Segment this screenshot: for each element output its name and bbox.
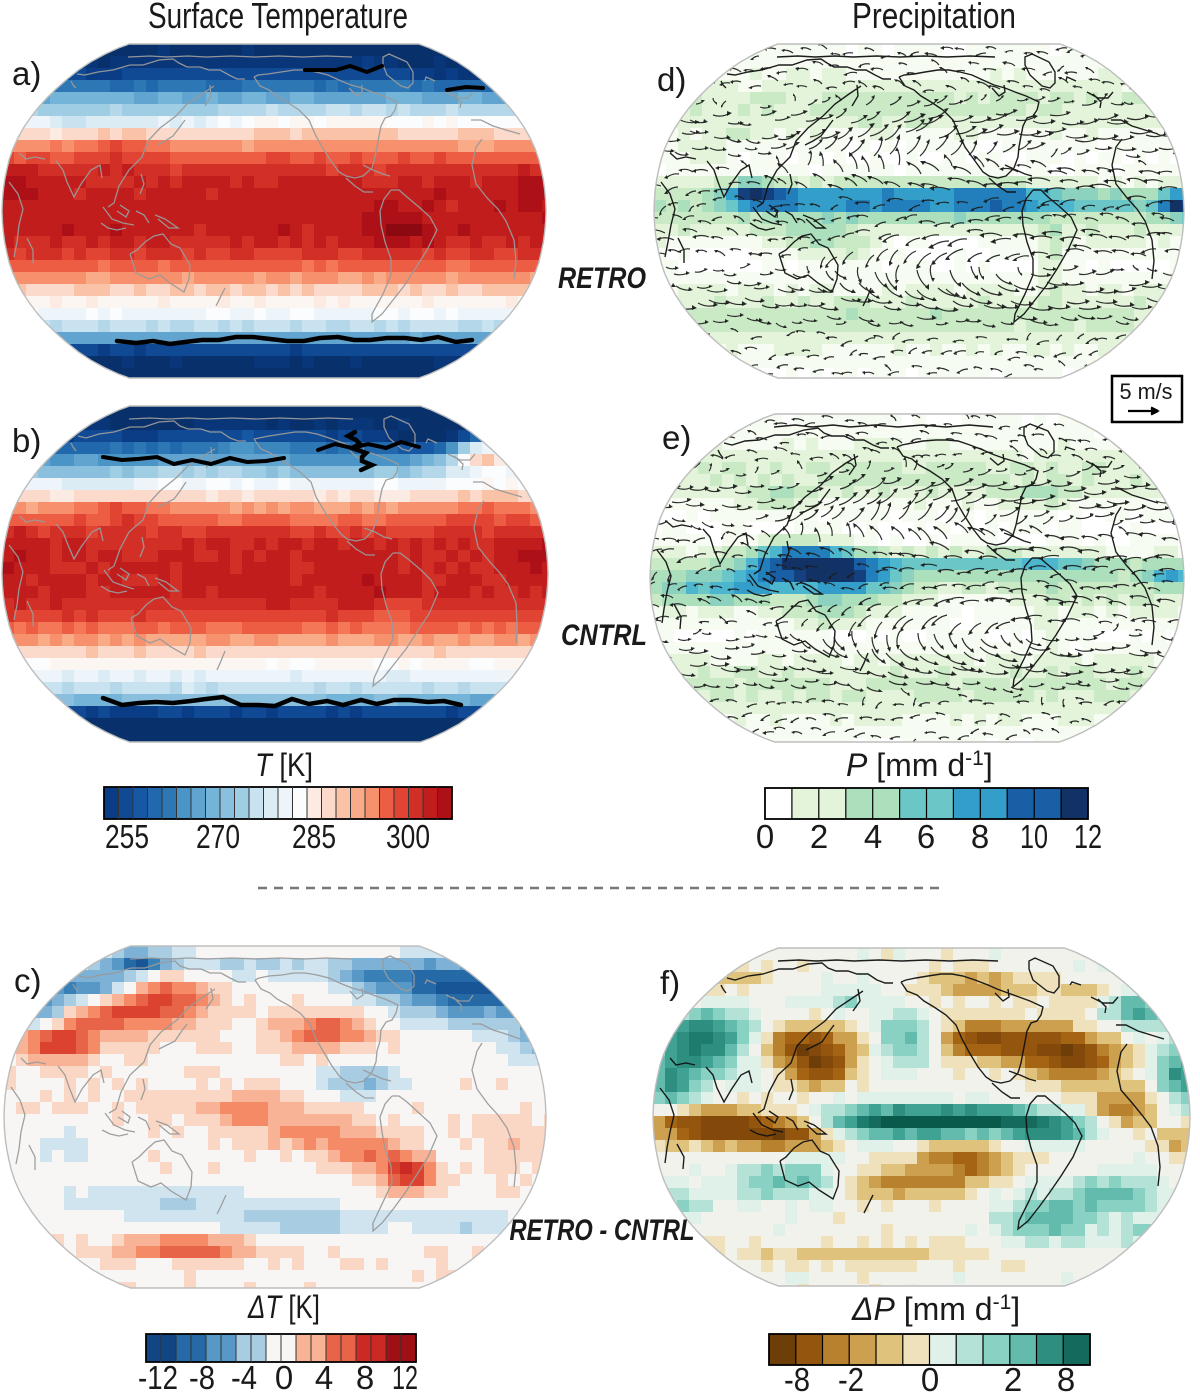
svg-text:285: 285 <box>292 818 336 855</box>
svg-text:e): e) <box>662 419 691 456</box>
svg-text:-2: -2 <box>838 1361 864 1392</box>
svg-text:8: 8 <box>1057 1361 1075 1392</box>
svg-text:-8: -8 <box>189 1359 215 1392</box>
svg-text:a): a) <box>12 55 41 92</box>
svg-text:270: 270 <box>196 818 240 855</box>
svg-text:-8: -8 <box>784 1361 810 1392</box>
svg-text:4: 4 <box>315 1359 333 1392</box>
svg-text:-12: -12 <box>138 1359 178 1392</box>
svg-text:8: 8 <box>971 818 989 855</box>
svg-text:RETRO - CNTRL: RETRO - CNTRL <box>510 1214 695 1247</box>
svg-text:2: 2 <box>1004 1361 1022 1392</box>
svg-text:0: 0 <box>756 818 774 855</box>
svg-text:2: 2 <box>810 818 828 855</box>
svg-text:4: 4 <box>864 818 882 855</box>
svg-text:8: 8 <box>356 1359 374 1392</box>
svg-text:RETRO: RETRO <box>558 262 646 295</box>
svg-text:10: 10 <box>1020 818 1048 855</box>
svg-text:b): b) <box>12 422 41 459</box>
svg-text:0: 0 <box>921 1361 939 1392</box>
svg-text:ΔT [K]: ΔT [K] <box>247 1289 320 1325</box>
svg-text:12: 12 <box>392 1359 418 1392</box>
svg-text:CNTRL: CNTRL <box>561 619 647 652</box>
svg-text:Surface Temperature: Surface Temperature <box>148 0 408 36</box>
svg-text:Precipitation: Precipitation <box>852 0 1016 36</box>
svg-text:T [K]: T [K] <box>255 747 313 783</box>
svg-text:ΔP [mm d-1]: ΔP [mm d-1] <box>851 1291 1020 1327</box>
svg-text:f): f) <box>660 964 680 1001</box>
svg-text:255: 255 <box>105 818 149 855</box>
svg-text:300: 300 <box>386 818 430 855</box>
svg-text:6: 6 <box>917 818 935 855</box>
svg-text:c): c) <box>14 962 42 999</box>
svg-text:0: 0 <box>275 1359 293 1392</box>
svg-text:5 m/s: 5 m/s <box>1120 379 1173 404</box>
svg-text:d): d) <box>657 61 686 98</box>
svg-text:12: 12 <box>1074 818 1102 855</box>
svg-text:-4: -4 <box>231 1359 257 1392</box>
